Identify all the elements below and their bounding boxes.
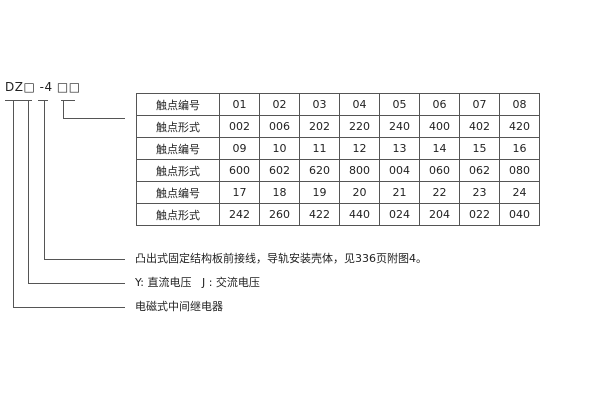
underline-dz [5, 100, 25, 101]
table-cell: 01 [219, 93, 260, 116]
model-code: DZ□ -4 □□ [5, 80, 81, 94]
leader-voltage-v [28, 100, 29, 283]
table-cell: 006 [259, 115, 300, 138]
table-cell: 07 [459, 93, 500, 116]
table-row: 触点形式 242 260 422 440 024 204 022 040 [136, 203, 540, 226]
table-cell: 05 [379, 93, 420, 116]
table-row: 触点编号 17 18 19 20 21 22 23 24 [136, 181, 540, 204]
table-cell: 12 [339, 137, 380, 160]
table-cell: 17 [219, 181, 260, 204]
table-cell: 20 [339, 181, 380, 204]
table-cell: 09 [219, 137, 260, 160]
table-cell: 422 [299, 203, 340, 226]
note-type: 电磁式中间继电器 [135, 300, 223, 313]
table-cell: 024 [379, 203, 420, 226]
contact-table: 触点编号 01 02 03 04 05 06 07 08 触点形式 002 006 202 220 240 4… [136, 93, 540, 226]
table-cell: 440 [339, 203, 380, 226]
table-cell: 600 [219, 159, 260, 182]
underline-voltage [22, 100, 32, 101]
table-cell: 080 [499, 159, 540, 182]
row-label: 触点形式 [136, 115, 220, 138]
table-cell: 03 [299, 93, 340, 116]
note-structure: 凸出式固定结构板前接线，导轨安装壳体，见336页附图4。 [135, 252, 427, 265]
table-cell: 204 [419, 203, 460, 226]
table-cell: 402 [459, 115, 500, 138]
leader-structure-v [44, 100, 45, 259]
table-cell: 062 [459, 159, 500, 182]
table-cell: 14 [419, 137, 460, 160]
table-row: 触点形式 600 602 620 800 004 060 062 080 [136, 159, 540, 182]
leader-contact-v [63, 100, 64, 118]
table-cell: 21 [379, 181, 420, 204]
leader-structure-h [44, 259, 125, 260]
underline-structure [38, 100, 48, 101]
table-cell: 620 [299, 159, 340, 182]
underline-contact [61, 100, 75, 101]
leader-contact-h [63, 118, 125, 119]
table-cell: 602 [259, 159, 300, 182]
table-cell: 10 [259, 137, 300, 160]
table-cell: 04 [339, 93, 380, 116]
table-cell: 11 [299, 137, 340, 160]
row-label: 触点编号 [136, 181, 220, 204]
leader-type-v [13, 100, 14, 307]
row-label: 触点形式 [136, 159, 220, 182]
table-cell: 242 [219, 203, 260, 226]
table-cell: 004 [379, 159, 420, 182]
table-cell: 240 [379, 115, 420, 138]
table-cell: 24 [499, 181, 540, 204]
table-row: 触点编号 09 10 11 12 13 14 15 16 [136, 137, 540, 160]
table-cell: 002 [219, 115, 260, 138]
table-cell: 420 [499, 115, 540, 138]
note-voltage: Y: 直流电压 J : 交流电压 [135, 276, 260, 289]
table-cell: 040 [499, 203, 540, 226]
table-cell: 15 [459, 137, 500, 160]
table-cell: 220 [339, 115, 380, 138]
row-label: 触点编号 [136, 93, 220, 116]
table-cell: 800 [339, 159, 380, 182]
table-cell: 400 [419, 115, 460, 138]
table-cell: 260 [259, 203, 300, 226]
table-cell: 022 [459, 203, 500, 226]
table-cell: 13 [379, 137, 420, 160]
leader-type-h [13, 307, 125, 308]
table-cell: 18 [259, 181, 300, 204]
table-cell: 22 [419, 181, 460, 204]
table-cell: 06 [419, 93, 460, 116]
table-cell: 16 [499, 137, 540, 160]
table-cell: 060 [419, 159, 460, 182]
table-cell: 02 [259, 93, 300, 116]
table-row: 触点形式 002 006 202 220 240 400 402 420 [136, 115, 540, 138]
table-cell: 23 [459, 181, 500, 204]
table-cell: 202 [299, 115, 340, 138]
row-label: 触点形式 [136, 203, 220, 226]
table-cell: 08 [499, 93, 540, 116]
table-row: 触点编号 01 02 03 04 05 06 07 08 [136, 93, 540, 116]
table-cell: 19 [299, 181, 340, 204]
row-label: 触点编号 [136, 137, 220, 160]
leader-voltage-h [28, 283, 125, 284]
